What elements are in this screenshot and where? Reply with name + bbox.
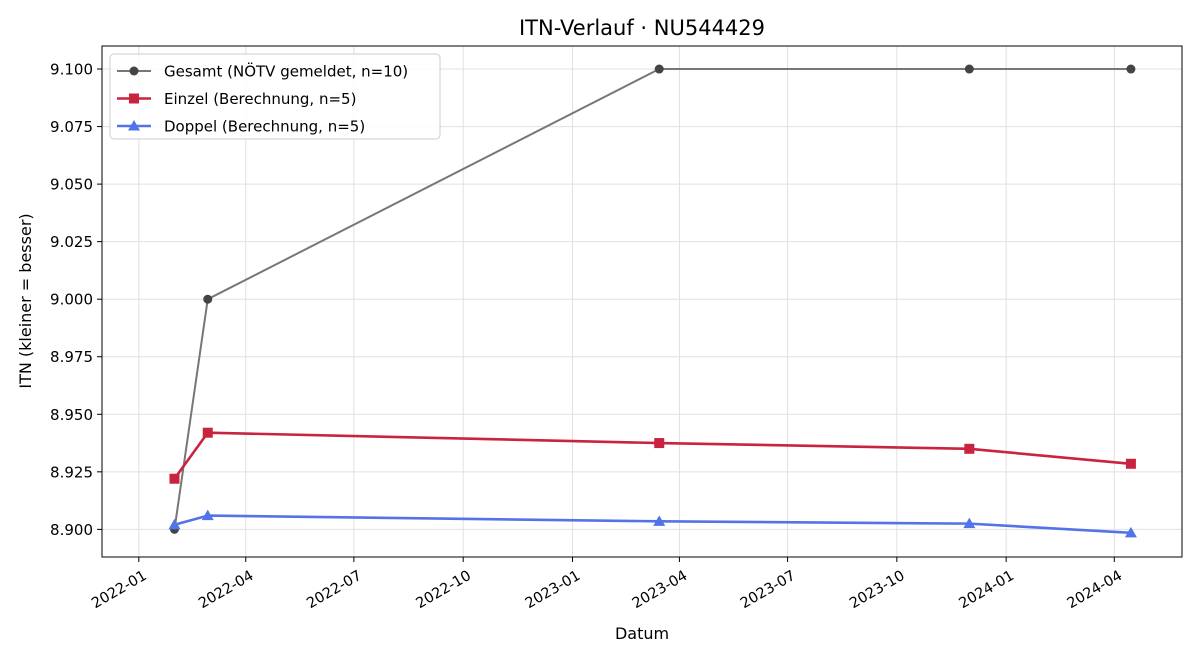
y-tick-label: 9.000 <box>50 291 93 309</box>
legend-marker <box>128 120 140 131</box>
data-point <box>1124 526 1137 538</box>
x-axis-label: Datum <box>615 624 669 643</box>
legend-entry: Einzel (Berechnung, n=5) <box>117 90 356 108</box>
legend-marker <box>129 93 139 104</box>
y-tick-label: 8.925 <box>50 463 93 481</box>
series-layer <box>168 64 1137 538</box>
y-tick-label: 8.900 <box>50 521 93 539</box>
legend-label: Doppel (Berechnung, n=5) <box>164 118 365 136</box>
data-point <box>169 473 180 484</box>
legend-entry: Doppel (Berechnung, n=5) <box>117 118 365 136</box>
series-2 <box>169 427 1136 484</box>
data-point <box>1125 458 1136 469</box>
chart-title: ITN-Verlauf · NU544429 <box>519 16 765 40</box>
y-axis-label: ITN (kleiner = besser) <box>16 213 35 388</box>
legend-box <box>109 53 441 140</box>
y-tick-label: 9.025 <box>50 233 93 251</box>
data-point <box>653 515 666 526</box>
y-tick-label: 9.075 <box>50 118 93 136</box>
data-point <box>202 427 213 438</box>
data-point <box>1126 64 1136 74</box>
data-point <box>168 518 181 530</box>
data-point <box>963 517 976 529</box>
y-tick-label: 9.050 <box>50 176 93 194</box>
y-tick-label: 8.950 <box>50 406 93 424</box>
legend: Gesamt (NÖTV gemeldet, n=10) Einzel (Bere… <box>109 53 441 140</box>
legend-label: Gesamt (NÖTV gemeldet, n=10) <box>164 62 408 81</box>
data-point <box>654 438 665 449</box>
data-point <box>964 64 974 74</box>
data-point <box>201 509 214 521</box>
data-point <box>964 443 975 454</box>
series-3 <box>168 509 1137 538</box>
y-tick-label: 9.100 <box>50 61 93 79</box>
legend-label: Einzel (Berechnung, n=5) <box>164 90 356 108</box>
legend-marker <box>129 66 139 76</box>
series-1 <box>169 64 1136 534</box>
legend-entry: Gesamt (NÖTV gemeldet, n=10) <box>117 62 408 81</box>
data-point <box>654 64 664 74</box>
plot-frame <box>101 45 1183 558</box>
y-tick-label: 8.975 <box>50 348 93 366</box>
data-point <box>203 294 213 304</box>
